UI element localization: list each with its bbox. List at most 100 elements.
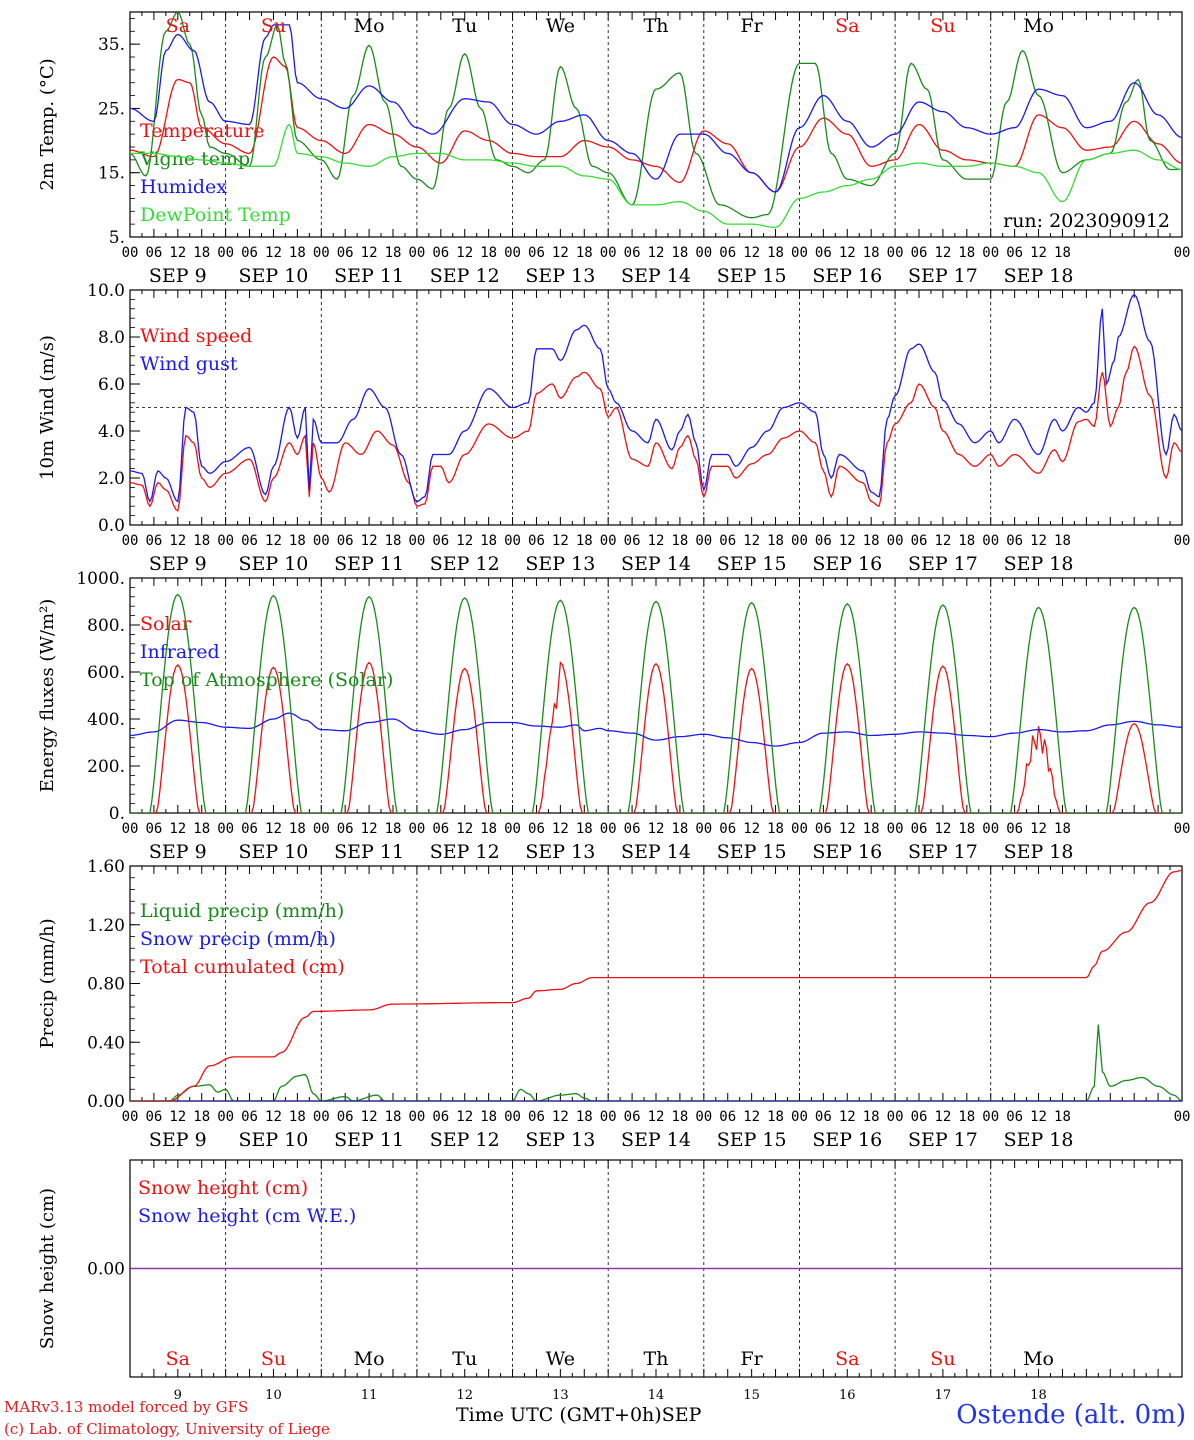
hour-label: 00 [504, 533, 521, 549]
weekday-label: Mo [354, 1348, 385, 1370]
y-tick-label: 800. [87, 616, 125, 636]
hour-label: 18 [767, 533, 784, 549]
hour-label: 00 [1174, 821, 1191, 837]
hour-label: 06 [911, 533, 928, 549]
hour-label: 00 [791, 821, 808, 837]
hour-label: 18 [671, 821, 688, 837]
hour-label: 06 [815, 821, 832, 837]
series-line-3 [130, 123, 1182, 229]
hour-label: 06 [1006, 533, 1023, 549]
hour-label: 18 [193, 245, 210, 261]
y-tick-label: 0.80 [87, 975, 125, 995]
panel-3: 0.00 0.40 0.80 1.20 1.60 Precip (mm/h) Liquid … [37, 857, 1190, 1151]
hour-label: 18 [193, 1109, 210, 1125]
hour-label: 00 [791, 245, 808, 261]
series-line-2 [130, 869, 1182, 1101]
date-label: SEP 10 [239, 265, 309, 287]
run-annotation: run: 2023090912 [1003, 210, 1170, 232]
date-label: SEP 17 [908, 841, 978, 863]
hour-label: 18 [576, 533, 593, 549]
hour-label: 12 [839, 1109, 856, 1125]
hour-label: 18 [385, 1109, 402, 1125]
hour-label: 00 [313, 821, 330, 837]
date-label: SEP 12 [430, 265, 500, 287]
model-credit: MARv3.13 model forced by GFS [4, 1398, 249, 1416]
hour-label: 18 [863, 533, 880, 549]
legend-entry: Temperature [140, 120, 264, 142]
hour-label: 00 [695, 1109, 712, 1125]
hour-label: 12 [456, 533, 473, 549]
legend-entry: Solar [140, 613, 192, 635]
y-tick-label: 35. [98, 35, 125, 55]
lab-credit: (c) Lab. of Climatology, University of L… [4, 1420, 330, 1438]
y-axis-label: Snow height (cm) [37, 1188, 58, 1349]
hour-label: 18 [958, 1109, 975, 1125]
hour-label: 06 [432, 245, 449, 261]
date-label: SEP 9 [149, 841, 207, 863]
hour-label: 12 [934, 1109, 951, 1125]
date-label: SEP 13 [525, 553, 595, 575]
hour-label: 00 [122, 1109, 139, 1125]
hour-label: 06 [337, 1109, 354, 1125]
date-label: SEP 18 [1004, 1129, 1074, 1151]
hour-label: 12 [1030, 821, 1047, 837]
y-tick-label: 0.0 [98, 516, 125, 536]
hour-label: 18 [480, 245, 497, 261]
legend-entry: Wind speed [140, 325, 252, 347]
hour-label: 06 [528, 245, 545, 261]
weekday-label: Tu [452, 15, 477, 37]
hour-label: 00 [313, 245, 330, 261]
y-tick-label: 4.0 [98, 422, 125, 442]
date-label: SEP 18 [1004, 841, 1074, 863]
panel-4: 0.00 Snow height (cm) Snow height (cm) Snow… [37, 1159, 1183, 1403]
hour-label: 00 [408, 1109, 425, 1125]
hour-label: 12 [648, 1109, 665, 1125]
hour-label: 06 [624, 1109, 641, 1125]
y-tick-label: 1.20 [87, 916, 125, 936]
weekday-label: Sa [166, 15, 190, 37]
hour-label: 06 [1006, 821, 1023, 837]
day-number: 11 [361, 1388, 378, 1403]
series-line-0 [130, 661, 1182, 813]
day-number: 9 [174, 1388, 182, 1403]
date-label: SEP 13 [525, 841, 595, 863]
date-label: SEP 16 [812, 841, 882, 863]
date-label: SEP 9 [149, 553, 207, 575]
date-label: SEP 18 [1004, 553, 1074, 575]
date-label: SEP 12 [430, 841, 500, 863]
hour-label: 06 [241, 1109, 258, 1125]
weekday-label: Su [261, 1348, 286, 1370]
date-label: SEP 12 [430, 1129, 500, 1151]
date-label: SEP 15 [717, 841, 787, 863]
hour-label: 00 [600, 245, 617, 261]
hour-label: 06 [528, 533, 545, 549]
hour-label: 00 [504, 1109, 521, 1125]
hour-label: 06 [528, 821, 545, 837]
hour-label: 00 [982, 245, 999, 261]
hour-label: 18 [671, 533, 688, 549]
hour-label: 18 [767, 245, 784, 261]
hour-label: 00 [122, 245, 139, 261]
hour-label: 00 [600, 821, 617, 837]
date-label: SEP 14 [621, 1129, 691, 1151]
hour-label: 18 [863, 1109, 880, 1125]
hour-label: 12 [361, 821, 378, 837]
hour-label: 18 [767, 821, 784, 837]
hour-label: 12 [361, 245, 378, 261]
hour-label: 18 [289, 1109, 306, 1125]
hour-label: 00 [408, 821, 425, 837]
date-label: SEP 11 [334, 265, 404, 287]
hour-label: 18 [958, 533, 975, 549]
y-tick-label: 1000. [76, 569, 125, 589]
date-label: SEP 16 [812, 265, 882, 287]
date-label: SEP 13 [525, 265, 595, 287]
hour-label: 12 [743, 533, 760, 549]
hour-label: 18 [576, 821, 593, 837]
date-label: SEP 10 [239, 841, 309, 863]
hour-label: 00 [887, 533, 904, 549]
hour-label: 00 [791, 533, 808, 549]
legend-entry: Liquid precip (mm/h) [140, 900, 344, 922]
hour-label: 18 [193, 821, 210, 837]
hour-label: 06 [719, 1109, 736, 1125]
